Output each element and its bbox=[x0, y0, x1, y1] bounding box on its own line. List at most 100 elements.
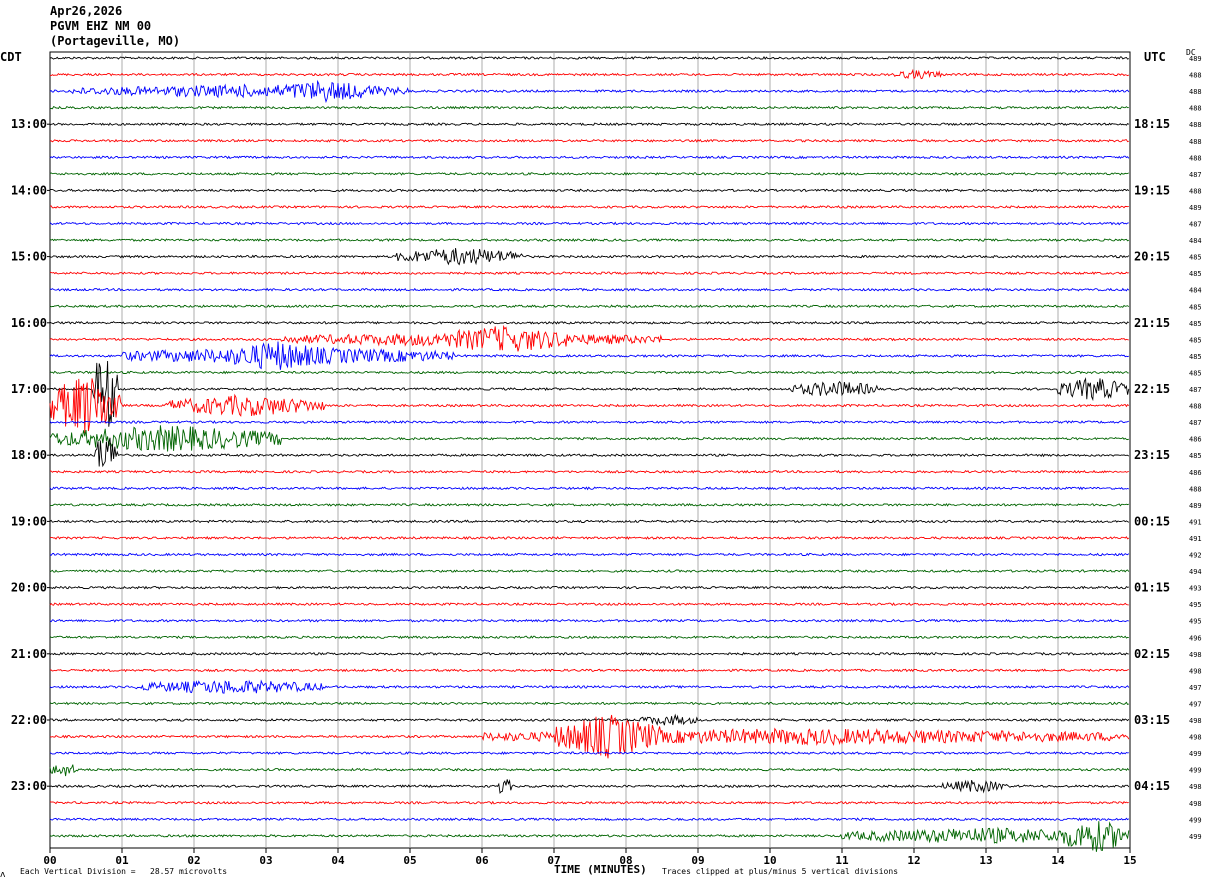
trace-39 bbox=[49, 679, 1130, 694]
trace-35 bbox=[49, 618, 1129, 623]
dc-offset-value: 497 bbox=[1189, 700, 1202, 708]
dc-offset-value: 485 bbox=[1189, 254, 1202, 262]
trace-2 bbox=[50, 68, 1129, 80]
station-location: (Portageville, MO) bbox=[50, 34, 181, 48]
x-tick-label: 02 bbox=[187, 854, 200, 867]
dc-offset-value: 492 bbox=[1189, 552, 1202, 560]
trace-6 bbox=[49, 138, 1130, 143]
dc-offset-value: 485 bbox=[1189, 353, 1202, 361]
trace-25 bbox=[49, 437, 1130, 468]
plot-frame bbox=[49, 51, 1131, 849]
trace-44 bbox=[49, 764, 1130, 777]
trace-13 bbox=[49, 247, 1130, 266]
clip-note: Traces clipped at plus/minus 5 vertical … bbox=[662, 867, 899, 876]
dc-offset-value: 487 bbox=[1189, 419, 1202, 427]
trace-24 bbox=[49, 425, 1129, 452]
dc-offset-value: 499 bbox=[1189, 833, 1202, 841]
trace-17 bbox=[49, 320, 1130, 325]
dc-offset-value: 485 bbox=[1189, 303, 1202, 311]
dc-offset-value: 485 bbox=[1189, 452, 1202, 460]
dc-offset-value: 491 bbox=[1189, 535, 1202, 543]
left-hour-label: 16:00 bbox=[11, 316, 47, 330]
trace-19 bbox=[49, 341, 1129, 370]
dc-offset-value: 486 bbox=[1189, 469, 1202, 477]
x-axis-label: TIME (MINUTES) bbox=[554, 863, 647, 876]
trace-36 bbox=[49, 635, 1129, 640]
trace-27 bbox=[49, 486, 1129, 491]
trace-8 bbox=[49, 171, 1130, 176]
left-hour-label: 19:00 bbox=[11, 514, 47, 528]
trace-28 bbox=[49, 502, 1129, 507]
scale-note: Each Vertical Division = 28.57 microvolt… bbox=[20, 867, 228, 876]
plot-grid bbox=[47, 51, 1131, 853]
trace-29 bbox=[49, 519, 1130, 524]
trace-23 bbox=[49, 420, 1129, 425]
right-hour-label: 02:15 bbox=[1134, 647, 1170, 661]
x-tick-label: 00 bbox=[43, 854, 56, 867]
trace-38 bbox=[49, 668, 1129, 673]
dc-offset-value: 485 bbox=[1189, 336, 1202, 344]
trace-18 bbox=[49, 324, 1129, 352]
x-tick-label: 14 bbox=[1051, 854, 1065, 867]
dc-offset-value: 499 bbox=[1189, 750, 1202, 758]
dc-offset-value: 498 bbox=[1189, 717, 1202, 725]
trace-45 bbox=[49, 779, 1130, 794]
dc-offset-value: 488 bbox=[1189, 121, 1202, 129]
dc-offset-value: 498 bbox=[1189, 800, 1202, 808]
dc-offset-value: 488 bbox=[1189, 154, 1202, 162]
trace-33 bbox=[49, 585, 1129, 590]
trace-20 bbox=[49, 370, 1129, 375]
right-hour-label: 19:15 bbox=[1134, 183, 1170, 197]
dc-offset-value: 485 bbox=[1189, 270, 1202, 278]
trace-41 bbox=[49, 713, 1130, 726]
dc-column-label: DC bbox=[1186, 48, 1196, 57]
right-hour-label: 20:15 bbox=[1134, 250, 1170, 264]
dc-offset-value: 488 bbox=[1189, 72, 1202, 80]
corner-mark: ʌ bbox=[0, 870, 6, 880]
trace-32 bbox=[49, 569, 1130, 573]
trace-47 bbox=[49, 817, 1130, 822]
plot-date: Apr26,2026 bbox=[50, 4, 123, 18]
left-hour-label: 14:00 bbox=[11, 183, 47, 197]
dc-offset-value: 499 bbox=[1189, 816, 1202, 824]
trace-5 bbox=[49, 122, 1130, 127]
x-tick-label: 09 bbox=[691, 854, 704, 867]
dc-offset-value: 488 bbox=[1189, 105, 1202, 113]
dc-offset-value: 487 bbox=[1189, 221, 1202, 229]
dc-offset-value: 486 bbox=[1189, 436, 1202, 444]
dc-offset-value: 489 bbox=[1189, 502, 1202, 510]
dc-offset-value: 487 bbox=[1189, 386, 1202, 394]
dc-offset-value: 487 bbox=[1189, 171, 1202, 179]
x-tick-label: 11 bbox=[835, 854, 849, 867]
x-tick-label: 07 bbox=[547, 854, 560, 867]
x-tick-label: 01 bbox=[115, 854, 129, 867]
dc-offset-value: 484 bbox=[1189, 237, 1202, 245]
trace-40 bbox=[49, 701, 1129, 706]
right-hour-label: 22:15 bbox=[1134, 382, 1170, 396]
right-hour-label: 21:15 bbox=[1134, 316, 1170, 330]
station-name: PGVM EHZ NM 00 bbox=[50, 19, 152, 33]
x-tick-label: 05 bbox=[403, 854, 416, 867]
right-hour-label: 04:15 bbox=[1134, 779, 1170, 793]
trace-1 bbox=[49, 56, 1129, 60]
trace-46 bbox=[49, 800, 1129, 805]
dc-offset-value: 497 bbox=[1189, 684, 1202, 692]
dc-offset-value: 488 bbox=[1189, 138, 1202, 146]
dc-offset-value: 489 bbox=[1189, 204, 1202, 212]
trace-34 bbox=[49, 602, 1129, 607]
right-hour-label: 00:15 bbox=[1134, 514, 1170, 528]
dc-offset-value: 489 bbox=[1189, 55, 1202, 63]
trace-11 bbox=[49, 221, 1129, 226]
trace-12 bbox=[49, 238, 1130, 243]
trace-4 bbox=[50, 105, 1129, 110]
dc-offset-value: 498 bbox=[1189, 734, 1202, 742]
trace-26 bbox=[49, 469, 1129, 474]
x-tick-label: 06 bbox=[475, 854, 489, 867]
x-tick-label: 04 bbox=[331, 854, 345, 867]
trace-22 bbox=[49, 378, 1130, 434]
trace-group bbox=[49, 56, 1130, 852]
right-hour-label: 23:15 bbox=[1134, 448, 1170, 462]
trace-48 bbox=[49, 821, 1130, 852]
dc-offset-value: 493 bbox=[1189, 585, 1202, 593]
